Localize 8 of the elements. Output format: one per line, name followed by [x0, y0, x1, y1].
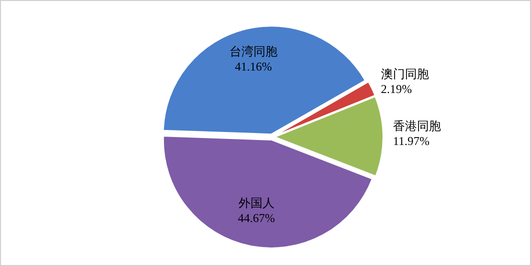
data-label: 41.16%	[234, 60, 272, 74]
slice-label: 台湾同胞	[229, 44, 278, 59]
data-label: 2.19%	[380, 82, 412, 96]
data-label: 44.67%	[238, 211, 275, 226]
data-label: 11.97%	[392, 134, 430, 148]
slice-label: 香港同胞	[392, 119, 441, 134]
slice-label: 澳门同胞	[380, 67, 429, 82]
slice-label: 外国人	[238, 196, 274, 210]
